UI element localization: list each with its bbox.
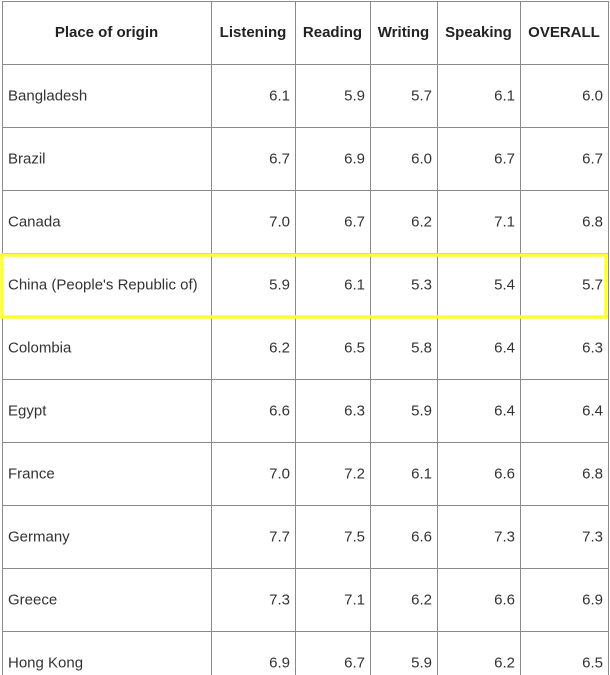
score-cell: 6.5 bbox=[582, 654, 603, 671]
score-cell: 6.8 bbox=[582, 213, 603, 230]
country-cell: Brazil bbox=[8, 150, 46, 167]
score-cell: 6.2 bbox=[411, 591, 432, 608]
header-cell: Speaking bbox=[445, 24, 512, 41]
header-cell: Reading bbox=[303, 24, 362, 41]
country-cell: Greece bbox=[8, 591, 57, 608]
score-cell: 5.3 bbox=[411, 276, 432, 293]
score-cell: 6.5 bbox=[344, 339, 365, 356]
score-cell: 7.2 bbox=[344, 465, 365, 482]
score-cell: 6.4 bbox=[494, 339, 515, 356]
header-cell: OVERALL bbox=[528, 24, 600, 41]
score-cell: 7.0 bbox=[269, 465, 290, 482]
country-cell: Bangladesh bbox=[8, 87, 87, 104]
score-cell: 6.3 bbox=[582, 339, 603, 356]
score-cell: 6.1 bbox=[411, 465, 432, 482]
score-cell: 7.1 bbox=[494, 213, 515, 230]
score-cell: 6.6 bbox=[269, 402, 290, 419]
country-cell: Egypt bbox=[8, 402, 47, 419]
score-cell: 6.4 bbox=[582, 402, 603, 419]
score-cell: 7.0 bbox=[269, 213, 290, 230]
country-cell: Colombia bbox=[8, 339, 72, 356]
score-cell: 5.9 bbox=[411, 402, 432, 419]
score-cell: 6.7 bbox=[344, 654, 365, 671]
score-cell: 6.3 bbox=[344, 402, 365, 419]
score-cell: 5.4 bbox=[494, 276, 515, 293]
score-cell: 7.1 bbox=[344, 591, 365, 608]
score-cell: 6.2 bbox=[494, 654, 515, 671]
score-cell: 6.7 bbox=[582, 150, 603, 167]
country-cell: Canada bbox=[8, 213, 61, 230]
score-cell: 7.7 bbox=[269, 528, 290, 545]
score-cell: 7.3 bbox=[269, 591, 290, 608]
row-highlight bbox=[0, 253, 608, 319]
score-cell: 5.9 bbox=[344, 87, 365, 104]
score-cell: 5.9 bbox=[411, 654, 432, 671]
header-cell: Writing bbox=[378, 24, 429, 41]
score-cell: 6.7 bbox=[344, 213, 365, 230]
score-cell: 6.6 bbox=[494, 591, 515, 608]
score-cell: 5.9 bbox=[269, 276, 290, 293]
header-cell: Listening bbox=[220, 24, 287, 41]
score-cell: 6.1 bbox=[494, 87, 515, 104]
score-cell: 6.1 bbox=[269, 87, 290, 104]
score-cell: 6.8 bbox=[582, 465, 603, 482]
score-cell: 6.9 bbox=[582, 591, 603, 608]
score-cell: 6.0 bbox=[582, 87, 603, 104]
country-cell: Germany bbox=[8, 528, 70, 545]
country-cell: France bbox=[8, 465, 55, 482]
score-cell: 6.2 bbox=[269, 339, 290, 356]
score-cell: 7.3 bbox=[582, 528, 603, 545]
score-cell: 7.5 bbox=[344, 528, 365, 545]
score-cell: 6.1 bbox=[344, 276, 365, 293]
score-cell: 6.6 bbox=[411, 528, 432, 545]
header-cell: Place of origin bbox=[55, 24, 158, 41]
score-cell: 6.2 bbox=[411, 213, 432, 230]
score-cell: 7.3 bbox=[494, 528, 515, 545]
score-cell: 6.9 bbox=[269, 654, 290, 671]
country-cell: Hong Kong bbox=[8, 654, 83, 671]
score-cell: 5.7 bbox=[582, 276, 603, 293]
score-cell: 6.7 bbox=[269, 150, 290, 167]
score-cell: 6.0 bbox=[411, 150, 432, 167]
score-cell: 6.6 bbox=[494, 465, 515, 482]
score-cell: 6.7 bbox=[494, 150, 515, 167]
score-cell: 5.7 bbox=[411, 87, 432, 104]
score-cell: 6.9 bbox=[344, 150, 365, 167]
score-cell: 5.8 bbox=[411, 339, 432, 356]
country-cell: China (People's Republic of) bbox=[8, 276, 198, 293]
score-cell: 6.4 bbox=[494, 402, 515, 419]
